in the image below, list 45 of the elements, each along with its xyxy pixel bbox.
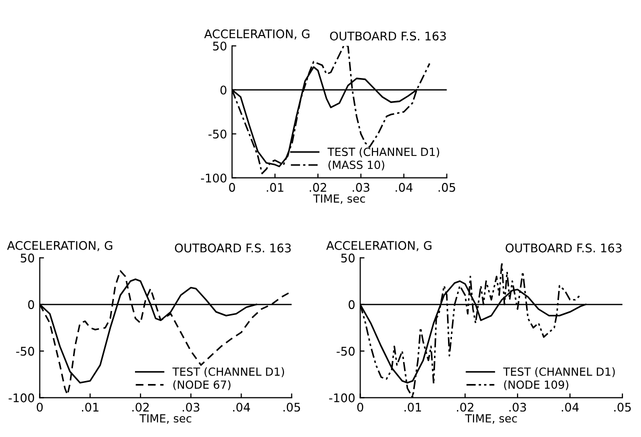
x-tick-label: .05 <box>614 402 631 412</box>
chart-title: OUTBOARD F.S. 163 <box>174 244 291 252</box>
y-axis-title: ACCELERATION, G <box>204 29 310 40</box>
x-tick-label: 0 <box>229 182 236 192</box>
y-tick-label: -100 <box>8 393 34 402</box>
x-axis-title: TIME, sec <box>313 194 365 204</box>
x-tick-label: .04 <box>233 402 250 412</box>
x-tick-label: .03 <box>352 182 370 192</box>
x-axis-title: TIME, sec <box>465 414 517 424</box>
legend-label: (NODE 67) <box>173 380 230 390</box>
y-tick-label: 50 <box>20 254 34 262</box>
y-axis-title: ACCELERATION, G <box>7 241 112 252</box>
x-tick-label: .01 <box>404 402 421 412</box>
legend-label: TEST (CHANNEL D1) <box>503 367 615 378</box>
x-tick-label: .05 <box>284 402 300 412</box>
x-tick-label: .02 <box>456 402 474 412</box>
y-tick-label: -50 <box>336 346 355 356</box>
y-tick-label: 0 <box>28 300 34 310</box>
chart-title: OUTBOARD F.S. 163 <box>506 244 622 252</box>
x-axis-title: TIME, sec <box>139 414 192 424</box>
x-tick-label: .01 <box>82 402 98 412</box>
x-tick-label: .04 <box>396 182 413 192</box>
x-tick-label: .02 <box>132 402 149 412</box>
y-tick-label: -100 <box>329 393 355 402</box>
x-tick-label: .03 <box>509 402 526 412</box>
x-tick-label: 0 <box>36 402 43 412</box>
x-tick-label: .03 <box>182 402 200 412</box>
y-tick-label: 50 <box>341 254 355 262</box>
y-tick-label: 0 <box>348 300 355 310</box>
legend-label: (MASS 10) <box>328 160 384 170</box>
y-tick-label: 0 <box>220 86 226 95</box>
y-axis-title: ACCELERATION, G <box>326 241 432 252</box>
legend-label: TEST (CHANNEL D1) <box>328 147 440 158</box>
x-tick-label: 0 <box>357 402 364 412</box>
legend-label: (NODE 109) <box>504 380 568 390</box>
y-tick-label: -100 <box>200 174 226 183</box>
x-tick-label: .05 <box>438 182 456 192</box>
x-tick-label: .04 <box>562 402 579 412</box>
legend-label: TEST (CHANNEL D1) <box>172 367 284 378</box>
x-tick-label: .01 <box>266 182 284 192</box>
chart-title: OUTBOARD F.S. 163 <box>330 32 446 40</box>
y-tick-label: 50 <box>213 42 226 51</box>
y-tick-label: -50 <box>208 130 226 139</box>
x-tick-label: .02 <box>310 182 326 192</box>
y-tick-label: -50 <box>16 346 34 356</box>
